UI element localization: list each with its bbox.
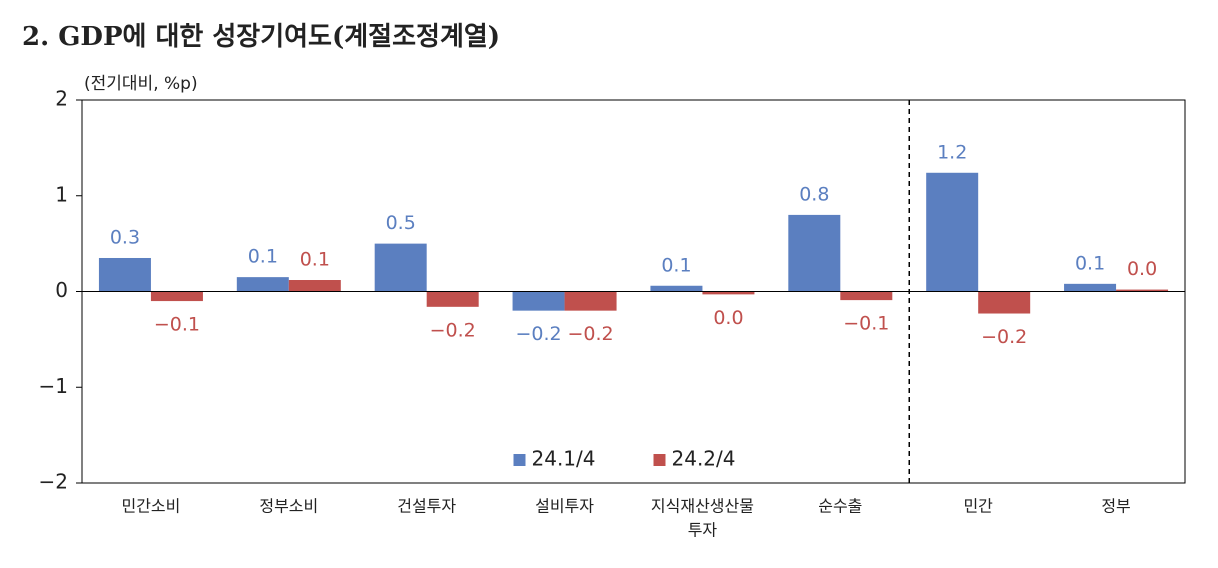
legend-swatch bbox=[513, 454, 526, 466]
y-tick-label: −1 bbox=[39, 374, 68, 398]
y-tick-label: 0 bbox=[55, 278, 68, 302]
y-tick-label: −2 bbox=[39, 470, 68, 494]
chart-title: 2. GDP에 대한 성장기여도(계절조정계열) bbox=[22, 22, 500, 52]
bar bbox=[288, 280, 341, 292]
bar bbox=[1064, 283, 1117, 292]
data-label: 1.2 bbox=[937, 141, 967, 163]
x-tick-label: 민간 bbox=[963, 497, 993, 516]
data-label: 0.5 bbox=[386, 212, 416, 234]
bar bbox=[1116, 289, 1169, 292]
data-label: −0.2 bbox=[430, 319, 476, 341]
bar bbox=[564, 291, 617, 311]
legend-label: 24.1/4 bbox=[532, 447, 596, 471]
data-label: −0.1 bbox=[843, 313, 889, 335]
y-tick-label: 2 bbox=[55, 87, 68, 111]
data-label: −0.2 bbox=[515, 323, 561, 345]
bar bbox=[236, 277, 289, 292]
x-tick-label: 민간소비 bbox=[121, 497, 180, 516]
legend-label: 24.2/4 bbox=[672, 447, 736, 471]
x-tick-label: 정부 bbox=[1101, 497, 1130, 516]
bar bbox=[426, 291, 479, 307]
x-tick-label: 건설투자 bbox=[397, 497, 456, 516]
data-label: 0.1 bbox=[1075, 252, 1105, 274]
data-label: −0.1 bbox=[154, 314, 200, 336]
data-label: 0.1 bbox=[248, 246, 278, 268]
bar bbox=[978, 291, 1031, 314]
bar bbox=[702, 291, 755, 295]
data-label: 0.0 bbox=[1127, 258, 1157, 280]
bar bbox=[374, 243, 427, 292]
bar bbox=[650, 285, 703, 292]
x-tick-label: 설비투자 bbox=[535, 497, 594, 516]
x-tick-label: 투자 bbox=[688, 521, 718, 540]
data-label: 0.0 bbox=[713, 307, 743, 329]
bar bbox=[926, 172, 979, 292]
x-tick-label: 순수출 bbox=[818, 497, 862, 516]
bar bbox=[512, 291, 565, 311]
data-label: 0.8 bbox=[799, 183, 829, 205]
y-axis-label: (전기대비, %p) bbox=[84, 74, 198, 94]
x-tick-label: 지식재산생산물 bbox=[651, 497, 754, 516]
data-label: 0.1 bbox=[300, 249, 330, 271]
bar bbox=[150, 291, 203, 302]
data-label: −0.2 bbox=[981, 326, 1027, 348]
data-label: 0.3 bbox=[110, 226, 140, 248]
legend-swatch bbox=[653, 454, 666, 466]
data-label: −0.2 bbox=[567, 323, 613, 345]
bar bbox=[98, 257, 151, 292]
bar bbox=[788, 214, 841, 292]
bar bbox=[840, 291, 893, 301]
y-tick-label: 1 bbox=[55, 182, 68, 206]
x-tick-label: 정부소비 bbox=[259, 497, 318, 516]
data-label: 0.1 bbox=[661, 254, 691, 276]
